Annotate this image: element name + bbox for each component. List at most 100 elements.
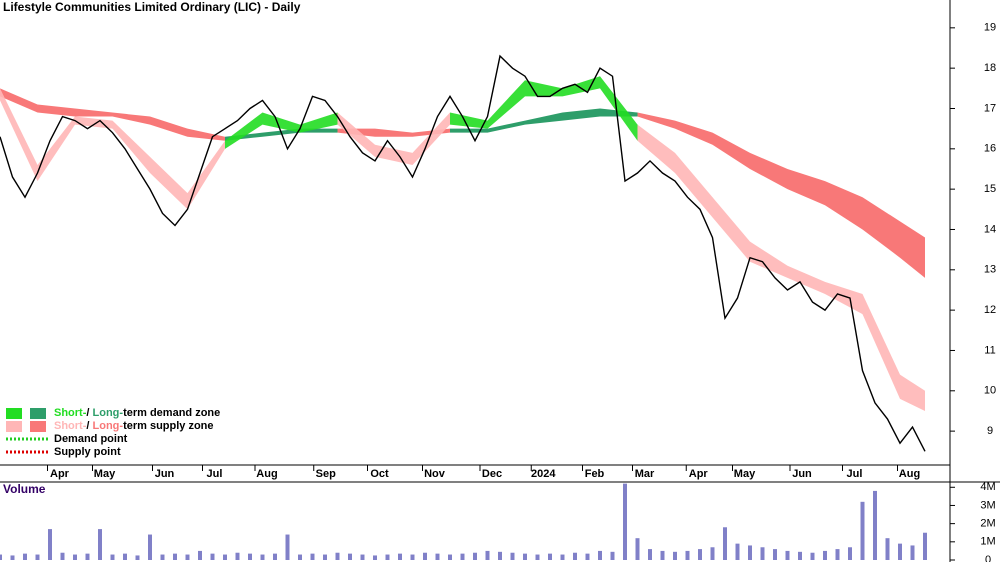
legend-swatch	[6, 408, 22, 419]
volume-bar	[535, 554, 540, 560]
short-term-zone	[712, 197, 750, 262]
volume-bar	[485, 550, 490, 560]
y-tick-label: 14	[984, 223, 996, 235]
short-term-zone	[0, 88, 38, 182]
x-tick-label: Jul	[207, 468, 223, 480]
chart-title: Lifestyle Communities Limited Ordinary (…	[3, 0, 301, 14]
y-tick-label: 15	[984, 183, 996, 195]
x-tick-label: Aug	[899, 468, 920, 480]
x-tick-label: Apr	[689, 468, 709, 480]
volume-bar	[860, 501, 865, 560]
y-tick-label: 16	[984, 143, 996, 155]
volume-bar	[848, 547, 852, 560]
volume-bar	[423, 552, 427, 560]
volume-bar	[248, 553, 252, 560]
long-term-zone	[187, 128, 225, 141]
long-term-zone	[825, 181, 863, 230]
x-tick-label: Aug	[256, 468, 277, 480]
x-tick-label: Oct	[370, 468, 389, 480]
volume-bar	[173, 553, 177, 560]
long-term-zone	[112, 112, 150, 125]
long-term-zone	[675, 120, 713, 145]
volume-bar	[160, 554, 165, 560]
volume-bar	[498, 551, 502, 560]
volume-bar	[598, 550, 602, 560]
legend-swatch	[6, 421, 22, 432]
volume-bar	[73, 554, 77, 560]
volume-bar	[298, 554, 302, 560]
volume-bar	[685, 550, 690, 560]
legend-text: term supply zone	[123, 420, 213, 432]
short-term-zone	[750, 241, 788, 278]
y-tick-label: 13	[984, 264, 996, 276]
legend-label: Demand point	[54, 433, 128, 445]
legend-text: /	[86, 407, 92, 419]
short-term-zone	[300, 112, 338, 133]
volume-bar	[698, 549, 702, 560]
volume-bar	[748, 545, 752, 560]
x-tick-label: Jun	[792, 468, 812, 480]
legend-text: Short-	[54, 407, 87, 419]
legend-text: Long-	[93, 420, 124, 432]
legend-text: Long-	[93, 407, 124, 419]
legend-swatch	[30, 421, 46, 432]
short-term-zone	[37, 116, 75, 182]
long-term-zone	[712, 132, 750, 169]
x-tick-label: Sep	[316, 468, 336, 480]
volume-bar	[610, 551, 615, 560]
volume-bar	[60, 552, 65, 560]
long-term-zone	[0, 88, 38, 113]
long-term-zone	[487, 120, 525, 133]
volume-bar	[635, 538, 640, 560]
volume-bar	[810, 552, 815, 560]
volume-bar	[873, 490, 877, 560]
short-term-zone	[112, 120, 150, 174]
volume-bar	[910, 545, 915, 560]
long-term-zone	[375, 128, 413, 137]
long-term-zone	[450, 128, 488, 133]
volume-bar	[260, 554, 265, 560]
volume-bar	[23, 553, 27, 560]
legend-text: term demand zone	[123, 407, 220, 419]
y-tick-label: 18	[984, 62, 996, 74]
short-term-zone	[375, 144, 413, 165]
volume-bar	[435, 553, 440, 560]
short-term-zone	[262, 112, 300, 133]
short-term-zone	[825, 281, 863, 315]
volume-bar	[398, 553, 402, 560]
volume-bar	[198, 550, 202, 560]
volume-bar	[360, 554, 365, 560]
volume-bar	[923, 532, 927, 560]
long-term-zone	[37, 104, 75, 117]
volume-tick-label: 0	[985, 554, 991, 562]
long-term-zone	[862, 197, 900, 258]
legend-text: Demand point	[54, 433, 128, 445]
x-tick-label: 2024	[531, 468, 556, 480]
volume-bar	[85, 553, 90, 560]
short-term-zone	[900, 374, 925, 411]
short-term-zone	[562, 76, 600, 97]
y-tick-label: 12	[984, 304, 996, 316]
volume-bar	[473, 552, 477, 560]
volume-bar	[0, 554, 2, 560]
x-tick-label: May	[734, 468, 756, 480]
long-term-zone	[75, 108, 113, 117]
volume-bar	[185, 554, 190, 560]
long-term-zone	[562, 108, 600, 121]
volume-bar	[98, 529, 102, 560]
legend-label: Short-/ Long-term demand zone	[54, 407, 220, 419]
volume-bar	[223, 554, 227, 560]
volume-bar	[135, 555, 140, 560]
x-tick-label: Feb	[585, 468, 605, 480]
short-term-zone	[862, 294, 900, 399]
legend-text: Short-	[54, 420, 87, 432]
volume-bar	[823, 550, 827, 560]
volume-bar	[560, 554, 565, 560]
volume-bar	[410, 554, 415, 560]
volume-bar	[585, 553, 590, 560]
short-term-zone	[487, 80, 525, 129]
volume-bar	[510, 552, 515, 560]
volume-bar	[548, 553, 552, 560]
volume-bar	[723, 527, 727, 560]
